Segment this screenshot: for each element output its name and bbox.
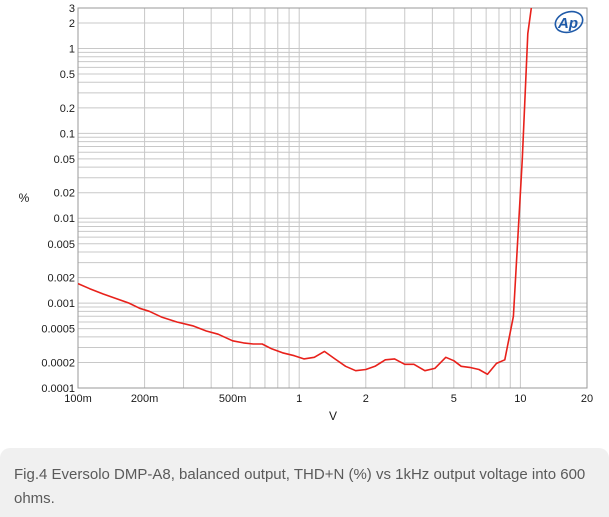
- grid-lines: [78, 8, 587, 388]
- y-tick-label: 0.02: [54, 188, 75, 200]
- series-group: [78, 8, 533, 376]
- x-tick-label: 5: [451, 393, 457, 405]
- ap-logo-text: Ap: [557, 15, 578, 32]
- x-tick-label: 10: [514, 393, 526, 405]
- figure-caption: Fig.4 Eversolo DMP-A8, balanced output, …: [14, 466, 586, 507]
- y-tick-label: 0.002: [47, 273, 75, 285]
- y-tick-label: 0.05: [54, 154, 75, 166]
- y-tick-label: 0.005: [47, 239, 75, 251]
- x-tick-label: 500m: [219, 393, 247, 405]
- thd-n-line: [78, 8, 533, 376]
- x-tick-labels: 100m 200m 500m 1 2 5 10 20: [64, 393, 593, 405]
- x-tick-label: 20: [581, 393, 593, 405]
- x-tick-label: 1: [296, 393, 302, 405]
- y-tick-label: 0.5: [60, 69, 75, 81]
- x-tick-label: 200m: [131, 393, 159, 405]
- y-tick-label: 3: [69, 3, 75, 15]
- y-tick-label: 0.1: [60, 128, 75, 140]
- x-axis-label: V: [329, 409, 337, 423]
- ap-logo: Ap: [554, 10, 584, 34]
- y-axis-label: %: [19, 191, 30, 205]
- y-tick-label: 0.0002: [41, 357, 75, 369]
- y-tick-label: 2: [69, 18, 75, 30]
- x-tick-label: 100m: [64, 393, 92, 405]
- plot-frame: [77, 7, 588, 389]
- y-tick-label: 0.01: [54, 213, 75, 225]
- figure-caption-box: Fig.4 Eversolo DMP-A8, balanced output, …: [0, 448, 609, 517]
- y-tick-label: 0.001: [47, 298, 75, 310]
- y-tick-labels: 3 2 1 0.5 0.2 0.1 0.05 0.02 0.01 0.005 0.002 0.001 0…: [41, 3, 75, 395]
- ap-logo-swoosh: [554, 10, 584, 34]
- y-tick-label: 0.0001: [41, 383, 75, 395]
- x-tick-label: 2: [363, 393, 369, 405]
- thd-chart: 3 2 1 0.5 0.2 0.1 0.05 0.02 0.01 0.005 0.002 0.001 0…: [19, 3, 593, 423]
- y-tick-label: 1: [69, 43, 75, 55]
- y-tick-label: 0.0005: [41, 324, 75, 336]
- y-tick-label: 0.2: [60, 103, 75, 115]
